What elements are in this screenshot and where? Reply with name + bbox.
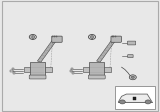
FancyBboxPatch shape <box>128 41 136 45</box>
Bar <box>115 36 116 37</box>
Bar <box>52 36 53 37</box>
Polygon shape <box>97 39 116 62</box>
Polygon shape <box>118 94 152 102</box>
Bar <box>56 36 57 37</box>
Circle shape <box>31 36 35 38</box>
Circle shape <box>90 36 94 38</box>
Bar <box>24 67 30 72</box>
Bar <box>10 70 12 72</box>
Bar <box>112 36 113 37</box>
Polygon shape <box>37 39 57 62</box>
Bar <box>71 68 73 70</box>
FancyBboxPatch shape <box>111 36 121 42</box>
Bar <box>45 67 52 72</box>
Bar <box>72 72 74 74</box>
Bar <box>70 70 72 72</box>
Bar <box>13 72 15 74</box>
Circle shape <box>129 75 136 80</box>
Bar <box>83 67 89 72</box>
Bar <box>12 68 14 70</box>
Bar <box>30 62 45 76</box>
Circle shape <box>131 76 134 78</box>
Bar <box>104 67 111 72</box>
Bar <box>89 62 104 76</box>
FancyBboxPatch shape <box>88 75 105 79</box>
Bar <box>115 86 155 109</box>
Circle shape <box>120 100 125 104</box>
Bar <box>132 97 136 100</box>
Bar <box>54 36 55 37</box>
FancyBboxPatch shape <box>128 55 133 58</box>
Bar <box>113 36 114 37</box>
Circle shape <box>145 100 151 104</box>
FancyBboxPatch shape <box>29 75 46 79</box>
FancyBboxPatch shape <box>52 36 62 42</box>
